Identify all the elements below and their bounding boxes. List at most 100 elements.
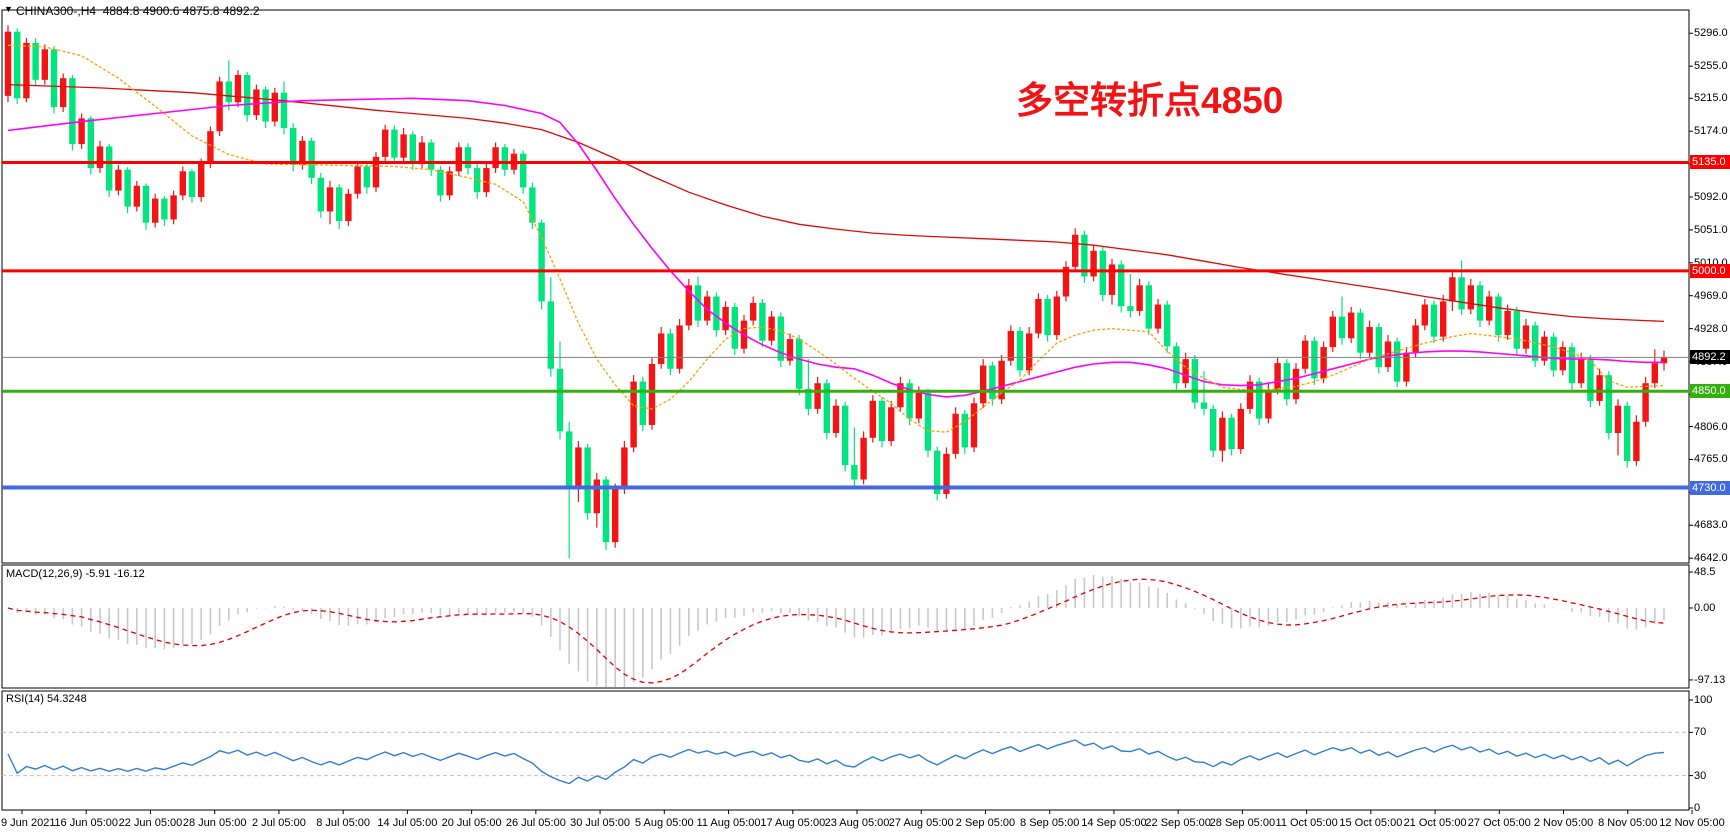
candle-body <box>722 306 729 331</box>
candle-body <box>1495 296 1502 336</box>
candle-body <box>1173 346 1180 384</box>
candle-body <box>336 187 343 222</box>
candle-body <box>437 169 444 196</box>
candle-body <box>952 413 959 454</box>
candle-body <box>1403 352 1410 382</box>
candle-body <box>96 146 104 169</box>
candle-body <box>363 166 370 188</box>
candle-body <box>584 447 591 514</box>
candle-body <box>1486 296 1493 321</box>
candle-body <box>446 171 453 196</box>
candle-body <box>1237 408 1244 450</box>
candle-body <box>731 306 738 349</box>
candle-body <box>685 285 692 326</box>
time-axis-label: 5 Aug 05:00 <box>634 817 694 829</box>
macd-axis-label: 48.5 <box>1694 566 1716 579</box>
candle-body <box>1550 336 1557 371</box>
candle-body <box>566 431 573 486</box>
candle-body <box>1136 285 1143 311</box>
candle-body <box>299 140 306 165</box>
candle-body <box>124 169 131 207</box>
candle-body <box>152 198 159 223</box>
macd-axis-label: -97.13 <box>1694 673 1726 686</box>
candle-body <box>1348 312 1355 339</box>
ma-fast-orange-line <box>7 44 1665 433</box>
price-level-badge: 5135.0 <box>1690 155 1730 170</box>
candle-body <box>667 333 674 369</box>
candle-body <box>50 49 58 108</box>
candle-body <box>1182 359 1189 384</box>
candle-body <box>1311 340 1318 379</box>
time-axis-label: 14 Sep 05:00 <box>1081 817 1147 829</box>
candle-body <box>1596 375 1603 401</box>
time-axis-label: 16 Jun 05:00 <box>54 817 119 829</box>
candle-body <box>78 118 85 145</box>
candle-body <box>14 31 21 99</box>
candle-body <box>32 42 39 80</box>
candle-body <box>225 81 232 103</box>
candle-body <box>271 92 278 122</box>
candle-body <box>170 195 177 220</box>
candle-body <box>1283 363 1290 400</box>
candle-body <box>943 453 950 494</box>
candle-body <box>980 365 987 404</box>
candle-body <box>869 400 876 438</box>
candle-body <box>87 118 94 169</box>
time-axis-label: 20 Jul 05:00 <box>441 817 502 829</box>
candle-body <box>1394 341 1401 382</box>
candle-body <box>1660 357 1668 364</box>
candle-body <box>1504 310 1511 336</box>
symbol-dropdown-icon[interactable]: ▼ <box>4 4 13 14</box>
rsi-line <box>7 739 1665 785</box>
time-axis-label: 27 Oct 05:00 <box>1467 817 1531 829</box>
time-axis-label: 30 Jul 05:00 <box>570 817 631 829</box>
time-axis-label: 23 Aug 05:00 <box>824 817 890 829</box>
candle-body <box>1274 363 1281 390</box>
candle-body <box>179 171 186 196</box>
candle-body <box>400 134 407 158</box>
candle-body <box>575 447 582 486</box>
candle-body <box>290 127 297 165</box>
candle-body <box>418 142 426 164</box>
time-axis-label: 2 Nov 05:00 <box>1533 817 1594 829</box>
price-axis-label: 5215.0 <box>1694 92 1728 105</box>
candle-body <box>41 49 48 80</box>
candle-body <box>547 301 554 369</box>
candle-body <box>970 403 978 448</box>
candle-body <box>529 187 536 223</box>
candle-body <box>253 89 260 116</box>
price-level-badge: 4850.0 <box>1690 384 1730 399</box>
candle-body <box>814 383 821 409</box>
time-axis-label: 28 Jun 05:00 <box>182 817 247 829</box>
candle-body <box>961 413 968 448</box>
candle-body <box>1007 331 1014 361</box>
candle-body <box>1458 277 1465 310</box>
candle-body <box>234 75 242 103</box>
time-axis-label: 21 Oct 05:00 <box>1403 817 1467 829</box>
candle-body <box>805 388 812 409</box>
candle-body <box>1026 333 1033 371</box>
candle-body <box>1568 347 1576 384</box>
macd-signal-line <box>7 578 1665 684</box>
time-axis-label: 26 Jul 05:00 <box>505 817 566 829</box>
candle-body <box>1366 327 1373 353</box>
candle-body <box>188 171 196 198</box>
time-axis-label: 17 Aug 05:00 <box>760 817 826 829</box>
time-axis-label: 27 Aug 05:00 <box>888 817 954 829</box>
candle-body <box>851 465 858 480</box>
time-axis-label: 8 Jul 05:00 <box>316 817 371 829</box>
candle-body <box>1108 264 1116 295</box>
candle-body <box>1154 304 1162 329</box>
candle-body <box>1210 408 1217 451</box>
candle-body <box>1044 298 1051 336</box>
candle-body <box>409 134 416 164</box>
candle-body <box>906 383 913 419</box>
candle-body <box>1099 250 1106 295</box>
candle-body <box>593 479 600 514</box>
price-axis-label: 4806.0 <box>1694 420 1728 433</box>
price-axis-label: 5092.0 <box>1694 191 1728 203</box>
candle-body <box>1541 336 1548 361</box>
candle-body <box>786 339 794 361</box>
candle-body <box>428 142 435 170</box>
